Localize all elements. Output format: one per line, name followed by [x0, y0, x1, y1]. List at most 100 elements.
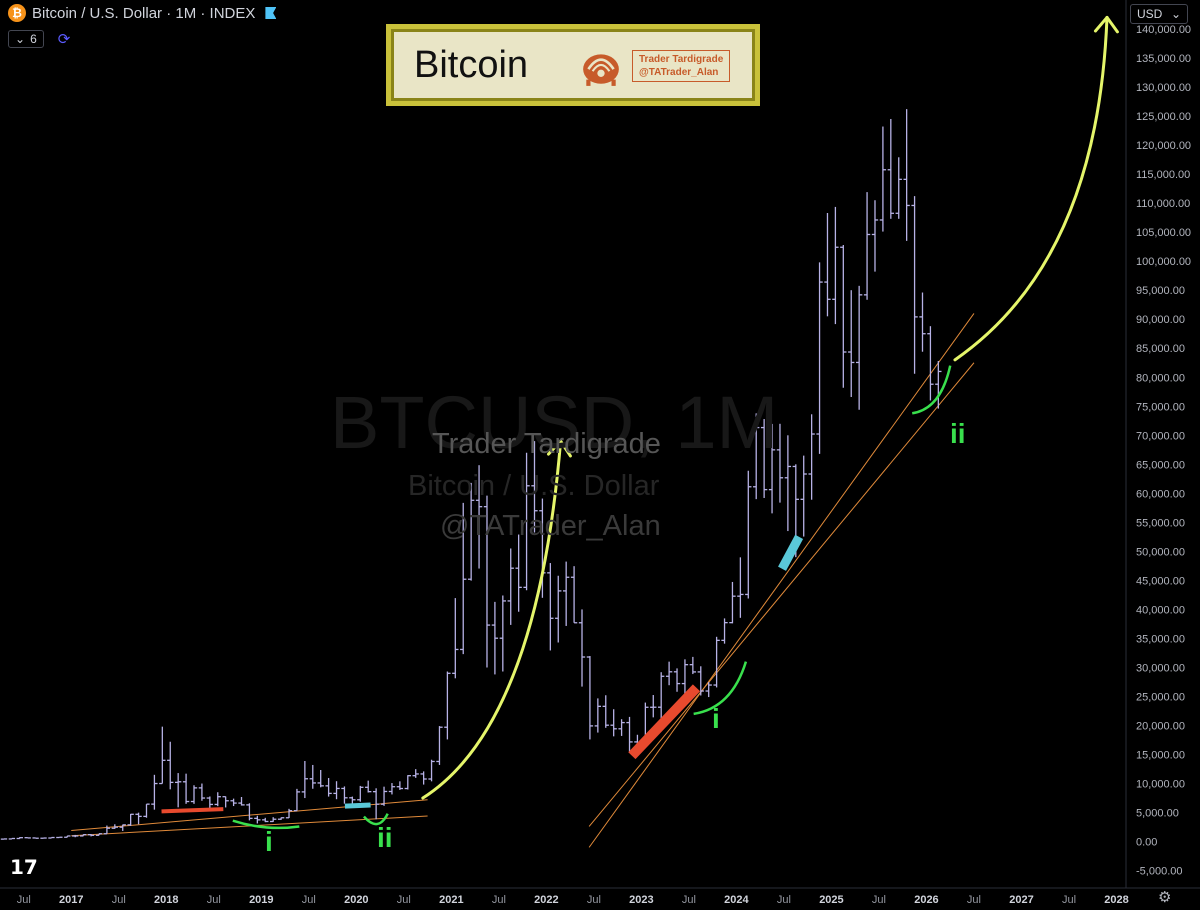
- ohlc-bar: [365, 780, 372, 793]
- ohlc-bar: [167, 741, 174, 790]
- ohlc-bar: [729, 581, 736, 624]
- ohlc-bar: [388, 783, 396, 795]
- ohlc-bar: [103, 825, 111, 835]
- ohlc-bar: [863, 192, 871, 300]
- ohlc-bar: [309, 764, 316, 789]
- y-tick-label: 0.00: [1136, 837, 1157, 849]
- ohlc-bar: [515, 534, 522, 612]
- bitcoin-icon: ₿: [8, 4, 26, 22]
- ohlc-bar: [808, 414, 815, 500]
- x-tick-label: 2019: [249, 894, 273, 906]
- y-tick-label: 70,000.00: [1136, 430, 1185, 442]
- ohlc-bar: [547, 563, 554, 651]
- ohlc-bar: [293, 788, 301, 812]
- y-tick-label: 90,000.00: [1136, 314, 1185, 326]
- ohlc-bar: [262, 817, 269, 823]
- watermark-symbol: BTCUSD, 1M: [330, 381, 779, 464]
- ohlc-bar: [507, 548, 514, 625]
- y-tick-label: 120,000.00: [1136, 140, 1191, 152]
- wave-curve: [693, 661, 748, 716]
- wave-label-i-2023: i: [712, 703, 720, 734]
- ohlc-bar: [420, 771, 427, 785]
- ohlc-bar: [87, 834, 95, 837]
- currency-select[interactable]: USD ⌄: [1130, 4, 1188, 24]
- projection-arrow: [421, 439, 563, 800]
- ohlc-bar: [563, 561, 570, 626]
- indicator-count: 6: [30, 32, 37, 46]
- ohlc-bar: [848, 290, 855, 397]
- watermark-line3: @TATrader_Alan: [440, 510, 661, 542]
- gear-icon[interactable]: ⚙: [1158, 889, 1172, 906]
- y-tick-label: 65,000.00: [1136, 459, 1185, 471]
- x-tick-label: Jul: [17, 894, 31, 906]
- ohlc-bar: [372, 788, 380, 820]
- ohlc-bar: [555, 575, 562, 643]
- y-tick-label: 40,000.00: [1136, 604, 1185, 616]
- y-tick-label: 25,000.00: [1136, 691, 1185, 703]
- ohlc-bar: [238, 796, 245, 806]
- cyan-marker: [778, 534, 804, 571]
- ohlc-bar: [436, 726, 443, 765]
- ohlc-bar: [285, 808, 293, 819]
- indicators-toggle[interactable]: ⌄ 6: [8, 30, 44, 48]
- ohlc-bar: [214, 792, 221, 807]
- ohlc-bar: [879, 126, 887, 232]
- ohlc-bar: [467, 482, 475, 581]
- x-tick-label: Jul: [302, 894, 316, 906]
- ohlc-bar: [198, 783, 206, 801]
- x-tick-label: 2018: [154, 894, 178, 906]
- ohlc-bar: [784, 435, 792, 532]
- red-marker: [628, 684, 701, 760]
- ohlc-bar: [79, 834, 87, 837]
- symbol-title[interactable]: Bitcoin / U.S. Dollar · 1M · INDEX: [32, 4, 256, 22]
- flag-icon[interactable]: [265, 7, 277, 19]
- ohlc-bar: [855, 285, 863, 410]
- ohlc-bar: [16, 837, 23, 840]
- x-tick-label: 2017: [59, 894, 83, 906]
- wave-label-ii-2020: ii: [377, 822, 393, 853]
- tradingview-logo[interactable]: 𝟭𝟳: [10, 857, 38, 879]
- ohlc-bar: [483, 495, 491, 668]
- y-tick-label: 125,000.00: [1136, 111, 1191, 123]
- y-tick-label: 20,000.00: [1136, 720, 1185, 732]
- ohlc-bar: [713, 636, 720, 688]
- x-tick-label: 2024: [724, 894, 749, 906]
- chevron-down-icon: ⌄: [1170, 7, 1181, 21]
- refresh-icon[interactable]: ⟳: [57, 31, 71, 48]
- ohlc-bar: [531, 441, 538, 533]
- ohlc-bar: [246, 803, 253, 821]
- ohlc-bar: [301, 761, 309, 799]
- ohlc-bar: [452, 598, 459, 679]
- ohlc-bar: [159, 726, 166, 785]
- ohlc-bar: [721, 618, 728, 644]
- ohlc-bar: [341, 786, 348, 804]
- ohlc-bar: [681, 659, 689, 698]
- chart-header: ₿ Bitcoin / U.S. Dollar · 1M · INDEX: [8, 4, 277, 22]
- ohlc-bar: [72, 834, 79, 838]
- ohlc-bar: [871, 200, 879, 272]
- banner-line1: Trader Tardigrade: [639, 54, 724, 65]
- y-tick-label: 45,000.00: [1136, 575, 1185, 587]
- x-tick-label: Jul: [587, 894, 601, 906]
- watermark-line2: Bitcoin / U.S. Dollar: [408, 470, 660, 502]
- ohlc-bar: [824, 213, 831, 317]
- wave-label-i-2019: i: [265, 826, 273, 857]
- ohlc-bar: [935, 361, 942, 409]
- channel-line: [588, 362, 975, 827]
- ohlc-bar: [927, 326, 934, 401]
- ohlc-bar: [895, 157, 902, 219]
- ohlc-bar: [768, 423, 776, 514]
- ohlc-bar: [737, 557, 744, 618]
- x-tick-label: 2027: [1009, 894, 1033, 906]
- banner-credit: Trader Tardigrade @TATrader_Alan: [632, 50, 731, 82]
- ohlc-bar: [460, 502, 467, 655]
- ohlc-bar: [753, 413, 760, 500]
- y-tick-label: 5,000.00: [1136, 808, 1179, 820]
- ohlc-bar: [499, 595, 506, 672]
- ohlc-bar: [349, 796, 356, 805]
- projection-arrow: [953, 15, 1109, 362]
- ohlc-bar: [143, 803, 150, 818]
- ohlc-bar: [665, 661, 673, 686]
- y-tick-label: 130,000.00: [1136, 82, 1191, 94]
